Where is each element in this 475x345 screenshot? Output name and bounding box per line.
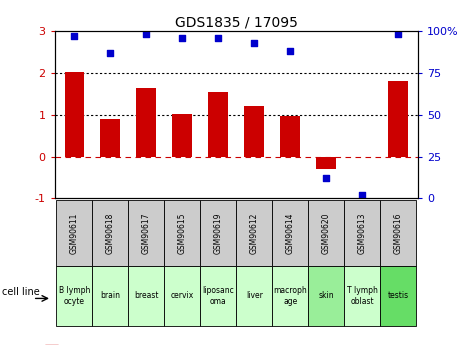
Point <box>286 48 294 54</box>
Text: GSM90614: GSM90614 <box>286 212 295 254</box>
Bar <box>93 266 128 326</box>
Bar <box>200 200 237 266</box>
Bar <box>57 200 93 266</box>
Bar <box>272 200 308 266</box>
Bar <box>344 266 380 326</box>
Text: liver: liver <box>246 291 263 300</box>
Bar <box>380 200 416 266</box>
Bar <box>128 200 164 266</box>
Text: liposanc
oma: liposanc oma <box>202 286 234 306</box>
Bar <box>280 116 300 157</box>
Bar <box>308 200 344 266</box>
Text: GSM90620: GSM90620 <box>322 212 331 254</box>
Text: breast: breast <box>134 291 159 300</box>
Bar <box>57 266 93 326</box>
Text: cell line: cell line <box>2 287 40 297</box>
Bar <box>200 266 237 326</box>
Bar <box>316 157 336 169</box>
Point <box>179 35 186 40</box>
Point <box>215 35 222 40</box>
Text: GSM90617: GSM90617 <box>142 212 151 254</box>
Bar <box>272 266 308 326</box>
Bar <box>209 92 228 157</box>
Point <box>106 50 114 56</box>
Text: brain: brain <box>100 291 120 300</box>
Bar <box>245 106 264 157</box>
Bar <box>237 200 272 266</box>
Bar <box>172 114 192 157</box>
Point <box>142 32 150 37</box>
Bar <box>237 266 272 326</box>
Bar <box>164 266 200 326</box>
Bar <box>380 266 416 326</box>
Text: skin: skin <box>318 291 334 300</box>
Bar <box>93 200 128 266</box>
Point <box>71 33 78 39</box>
Text: GSM90619: GSM90619 <box>214 212 223 254</box>
Bar <box>136 88 156 157</box>
Bar <box>101 119 120 157</box>
Bar <box>128 266 164 326</box>
Bar <box>65 72 84 157</box>
Text: testis: testis <box>388 291 409 300</box>
Text: macroph
age: macroph age <box>274 286 307 306</box>
Point <box>250 40 258 46</box>
Point <box>359 192 366 198</box>
Text: GSM90613: GSM90613 <box>358 212 367 254</box>
Point <box>323 176 330 181</box>
Text: GSM90612: GSM90612 <box>250 212 259 254</box>
Text: B lymph
ocyte: B lymph ocyte <box>59 286 90 306</box>
Bar <box>389 81 408 157</box>
Text: T lymph
oblast: T lymph oblast <box>347 286 378 306</box>
Text: GSM90611: GSM90611 <box>70 212 79 254</box>
Bar <box>164 200 200 266</box>
Text: cervix: cervix <box>171 291 194 300</box>
Text: GSM90616: GSM90616 <box>394 212 403 254</box>
Bar <box>344 200 380 266</box>
Point <box>394 32 402 37</box>
Text: GSM90615: GSM90615 <box>178 212 187 254</box>
Title: GDS1835 / 17095: GDS1835 / 17095 <box>175 16 298 30</box>
Text: GSM90618: GSM90618 <box>106 212 115 254</box>
Bar <box>308 266 344 326</box>
